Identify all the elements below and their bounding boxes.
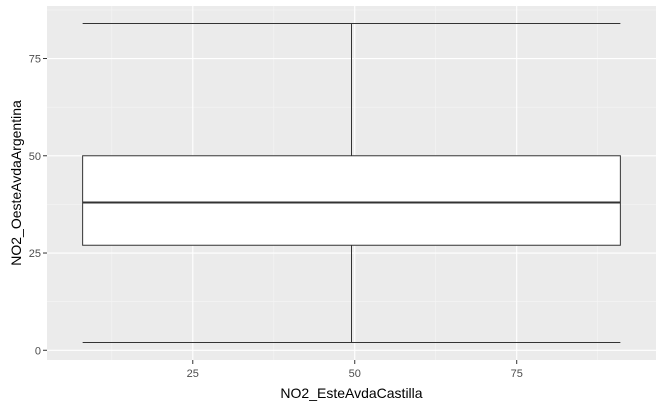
- y-axis-ticks: 0 25 50 75: [29, 54, 47, 357]
- iqr-box: [82, 155, 621, 246]
- y-tick-label: 75: [29, 54, 41, 66]
- y-axis-title: NO2_OesteAvdaArgentina: [8, 100, 24, 266]
- x-tick-label: 50: [349, 368, 361, 380]
- y-tick-label: 0: [35, 345, 41, 357]
- x-axis-ticks: 25 50 75: [187, 360, 523, 380]
- x-tick-label: 25: [187, 368, 199, 380]
- boxplot: [82, 23, 621, 343]
- x-axis-title: NO2_EsteAvdaCastilla: [280, 385, 422, 401]
- y-tick-label: 25: [29, 248, 41, 260]
- y-tick-label: 50: [29, 151, 41, 163]
- x-tick-label: 75: [511, 368, 523, 380]
